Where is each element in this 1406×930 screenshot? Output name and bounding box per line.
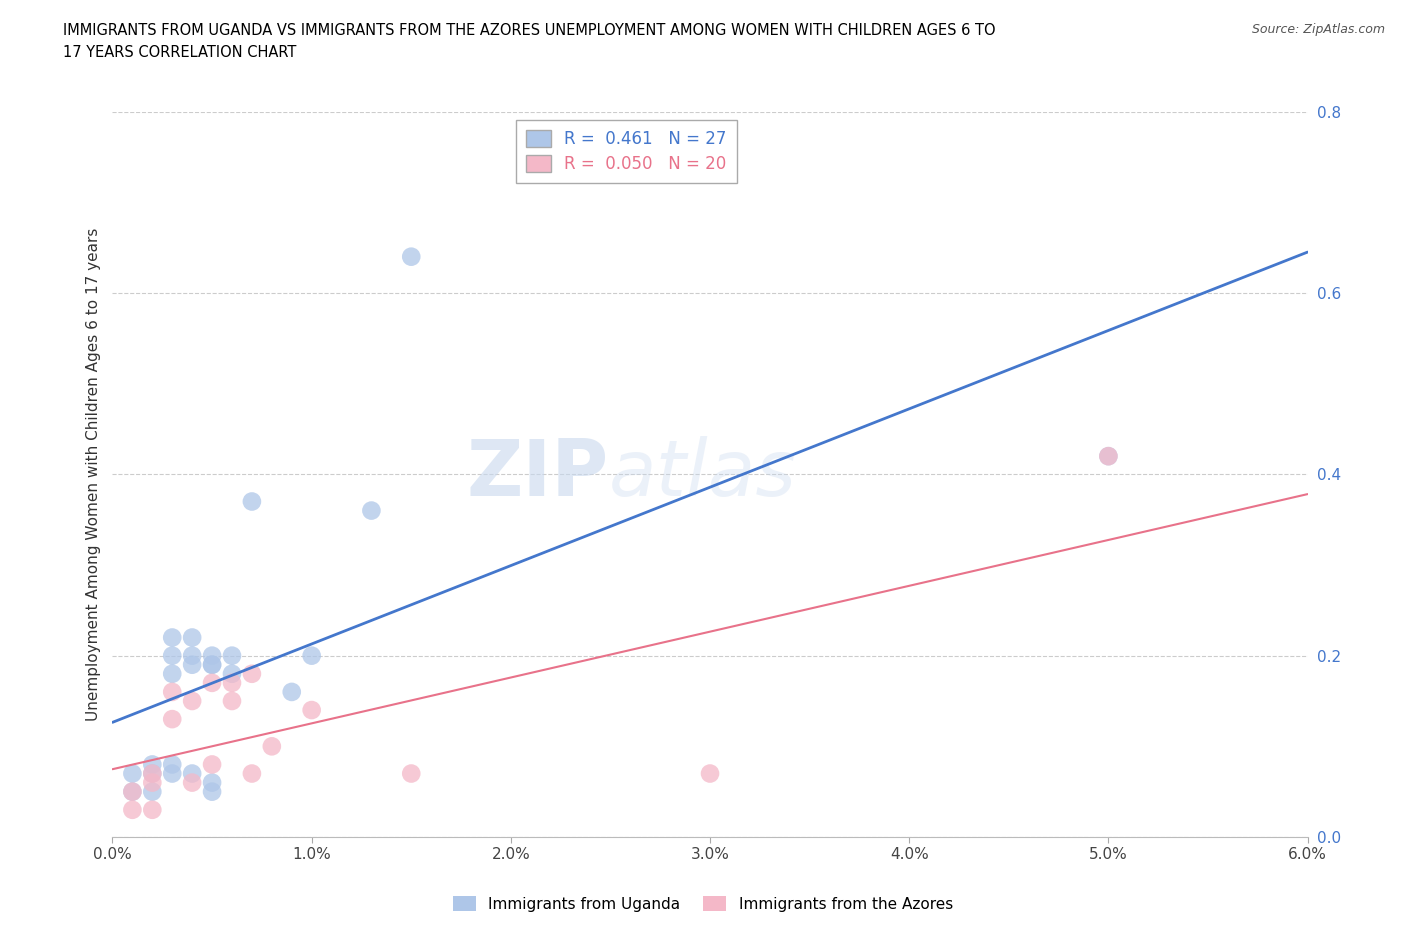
Point [162,631,183,645]
Point [699,766,721,781]
Point [141,766,163,781]
Point [181,631,204,645]
Legend: R =  0.461   N = 27, R =  0.050   N = 20: R = 0.461 N = 27, R = 0.050 N = 20 [516,120,737,183]
Point [141,757,163,772]
Point [162,684,183,699]
Point [301,703,323,718]
Point [181,694,204,709]
Point [121,784,143,799]
Point [121,766,143,781]
Point [1097,449,1119,464]
Point [121,784,143,799]
Point [201,776,224,790]
Point [162,757,183,772]
Text: IMMIGRANTS FROM UGANDA VS IMMIGRANTS FROM THE AZORES UNEMPLOYMENT AMONG WOMEN WI: IMMIGRANTS FROM UGANDA VS IMMIGRANTS FRO… [63,23,995,38]
Point [181,648,204,663]
Point [201,675,224,690]
Point [221,675,243,690]
Point [301,648,323,663]
Point [201,658,224,672]
Point [401,766,423,781]
Point [221,648,243,663]
Point [162,648,183,663]
Point [181,658,204,672]
Text: atlas: atlas [609,436,796,512]
Point [1097,449,1119,464]
Point [240,494,263,509]
Point [240,667,263,682]
Point [201,648,224,663]
Point [201,658,224,672]
Text: ZIP: ZIP [467,436,609,512]
Point [360,503,382,518]
Y-axis label: Unemployment Among Women with Children Ages 6 to 17 years: Unemployment Among Women with Children A… [86,228,101,721]
Point [121,803,143,817]
Text: Source: ZipAtlas.com: Source: ZipAtlas.com [1251,23,1385,36]
Point [162,711,183,726]
Point [181,776,204,790]
Point [281,684,304,699]
Point [162,667,183,682]
Point [201,757,224,772]
Point [141,776,163,790]
Point [141,766,163,781]
Point [240,766,263,781]
Point [201,784,224,799]
Point [181,766,204,781]
Text: 17 YEARS CORRELATION CHART: 17 YEARS CORRELATION CHART [63,45,297,60]
Point [260,738,283,753]
Point [401,249,423,264]
Point [221,667,243,682]
Point [162,766,183,781]
Point [141,803,163,817]
Legend: Immigrants from Uganda, Immigrants from the Azores: Immigrants from Uganda, Immigrants from … [447,889,959,918]
Point [221,694,243,709]
Point [141,784,163,799]
